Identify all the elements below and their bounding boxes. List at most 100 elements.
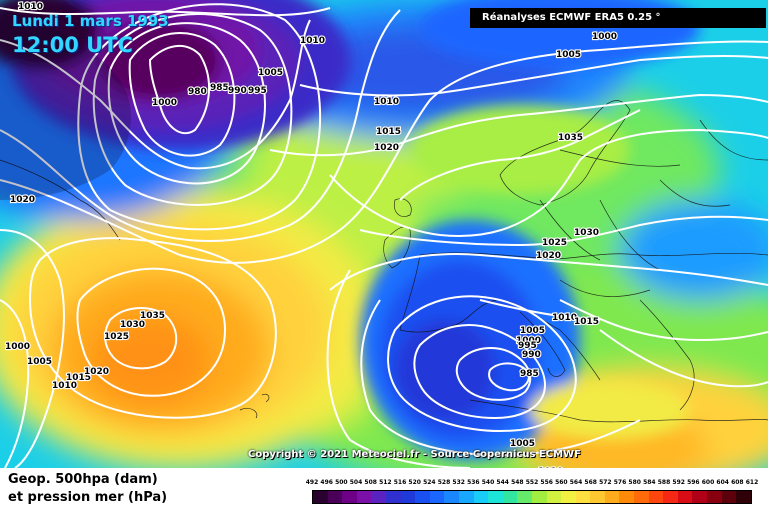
color-scale-swatch [429,491,445,503]
color-scale-swatch [502,491,518,503]
color-scale-swatch [707,491,722,503]
pressure-label: 1020 [84,367,109,377]
copyright-text: Copyright © 2021 Meteociel.fr - Source C… [248,449,581,460]
color-scale-tick: 560 [555,479,568,486]
pressure-label: 1035 [140,311,165,321]
color-scale-swatch [327,491,343,503]
color-scale-tick: 564 [569,479,583,486]
color-scale-tick: 508 [364,479,377,486]
color-scale-swatch [663,491,678,503]
pressure-label: 1010 [300,36,325,46]
pressure-label: 1010 [52,381,77,391]
pressure-label: 1025 [104,332,129,342]
pressure-label: 1015 [574,317,599,327]
pressure-label: 985 [210,83,229,93]
color-scale-tick: 520 [408,479,421,486]
pressure-label: 990 [522,350,541,360]
color-scale-tick: 492 [305,479,319,486]
color-scale-tick: 592 [672,479,685,486]
color-scale-tick: 512 [379,479,392,486]
pressure-label: 1020 [10,195,35,205]
color-scale-tick: 536 [467,479,480,486]
color-scale-tick: 504 [349,479,363,486]
pressure-label: 1020 [536,251,561,261]
color-scale-tick: 600 [701,479,715,486]
color-scale-tick: 612 [745,479,759,486]
time-label: 12:00 UTC [12,33,133,57]
source-label: Réanalyses ECMWF ERA5 0.25 ° [470,8,766,28]
color-scale-tick: 532 [452,479,465,486]
color-scale-tick: 584 [643,479,656,486]
color-scale-tick: 580 [628,479,641,486]
color-scale-swatch [546,491,562,503]
color-scale-bar [312,490,752,504]
pressure-label: 1015 [66,373,91,383]
color-scale-swatch [575,491,591,503]
color-scale-tick: 608 [731,479,744,486]
color-scale-tick: 588 [657,479,671,486]
pressure-label: 985 [520,369,539,379]
pressure-label: 1005 [510,439,535,449]
color-scale-swatch [590,491,605,503]
pressure-label: 1010 [18,2,43,12]
pressure-label: 980 [188,87,207,97]
date-label: Lundi 1 mars 1993 [12,12,169,30]
color-scale-swatch [561,491,576,503]
pressure-label: 1000 [5,342,30,352]
pressure-label: 1010 [538,467,563,468]
color-scale-tick-labels: 492 496 500 504 508 512 516 520 524 528 532 536 540 5… [306,479,759,489]
color-scale-tick: 556 [540,479,553,486]
color-scale-tick: 500 [335,479,348,486]
pressure-label: 1000 [152,98,177,108]
pressure-label: 1005 [520,326,545,336]
color-scale-swatch [634,491,649,503]
color-scale-tick: 572 [599,479,612,486]
greenland-land [0,10,131,200]
color-scale-tick: 496 [320,479,333,486]
pressure-label: 1015 [376,127,401,137]
pressure-label: 1035 [558,133,583,143]
coastlines [0,100,768,423]
color-scale-swatch [458,491,474,503]
color-scale-tick: 540 [481,479,495,486]
color-scale-swatch [313,491,328,503]
pressure-label: 995 [518,341,537,351]
color-scale-tick: 604 [716,479,729,486]
pressure-label: 1010 [552,313,577,323]
pressure-label: 1005 [258,68,283,78]
color-scale-tick: 544 [496,479,509,486]
pressure-label: 1000 [516,336,541,346]
color-scale-tick: 596 [687,479,700,486]
color-scale-swatch [677,491,693,503]
legend-title-geopotential: Geop. 500hpa (dam) [8,472,158,487]
color-scale-swatch [385,491,401,503]
color-scale-tick: 552 [525,479,539,486]
color-scale-swatch [400,491,416,503]
color-scale-tick: 528 [437,479,451,486]
pressure-label: 1000 [592,32,617,42]
color-scale-swatch [692,491,708,503]
color-scale-swatch [371,491,386,503]
pressure-label: 1030 [120,320,145,330]
pressure-label: 1025 [542,238,567,248]
pressure-labels: 1010 1010 1000 1005 1005 980 985 990 995… [4,1,618,468]
pressure-label: 1030 [574,228,599,238]
color-scale-swatch [488,491,503,503]
pressure-label: 995 [248,86,267,96]
color-scale-swatch [517,491,532,503]
color-scale-swatch [619,491,635,503]
pressure-label: 990 [228,86,247,96]
color-scale-swatch [736,491,751,503]
isobars [0,3,768,468]
color-scale-swatch [415,491,430,503]
color-scale-tick: 516 [393,479,407,486]
color-scale-swatch [604,491,620,503]
legend-title-pressure: et pression mer (hPa) [8,490,168,505]
pressure-label: 1005 [27,357,52,367]
geopotential-map: 1010 1010 1000 1005 1005 980 985 990 995… [0,0,768,468]
color-scale-tick: 576 [613,479,627,486]
color-scale-swatch [473,491,489,503]
color-scale-tick: 524 [423,479,436,486]
color-scale-swatch [444,491,459,503]
